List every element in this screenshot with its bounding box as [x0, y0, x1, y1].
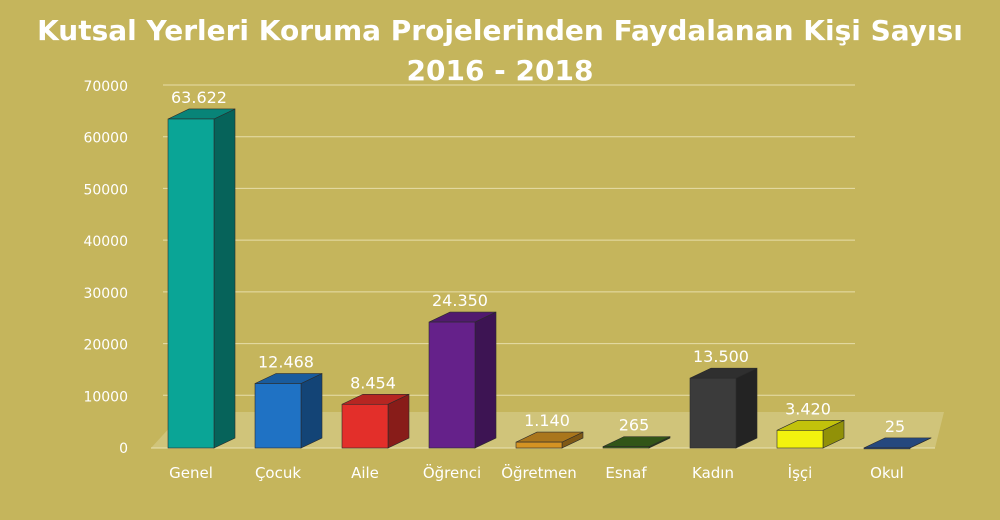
y-tick-label: 20000 [83, 338, 128, 354]
y-tick-label: 50000 [83, 182, 128, 198]
bar-side [474, 311, 497, 449]
grid-layer [163, 84, 855, 396]
x-category-label: İşçi [788, 463, 813, 482]
data-label: 265 [619, 416, 650, 435]
bar-front [689, 377, 737, 449]
x-category-label: Öğrenci [423, 463, 481, 482]
bar-side [735, 367, 758, 449]
chart-title-line1: Kutsal Yerleri Koruma Projelerinden Fayd… [37, 14, 963, 47]
y-tick-label: 70000 [83, 79, 128, 95]
x-category-label: Esnaf [605, 464, 647, 482]
bar-front [254, 383, 302, 449]
bar-okul [863, 437, 932, 450]
data-label: 63.622 [171, 88, 227, 107]
bar-front [602, 446, 650, 449]
x-category-label: Çocuk [255, 464, 301, 482]
x-category-label: Aile [351, 464, 379, 482]
chart-title-line2: 2016 - 2018 [407, 54, 594, 87]
x-category-label: Kadın [692, 464, 734, 482]
bar-kadın [689, 367, 758, 449]
bar-front [167, 118, 215, 449]
bar-i̇şçi [776, 419, 845, 449]
bar-öğretmen [515, 431, 584, 449]
bar-genel [167, 108, 236, 449]
bar-çocuk [254, 373, 323, 449]
bars-layer [167, 108, 932, 450]
y-tick-label: 30000 [83, 286, 128, 302]
bar-side [300, 373, 323, 449]
bar-esnaf [602, 436, 671, 449]
data-label: 1.140 [524, 411, 570, 430]
bar-front [341, 403, 389, 449]
data-label: 8.454 [350, 373, 396, 392]
bar-öğrenci [428, 311, 497, 449]
bar-front [515, 441, 563, 449]
data-label: 24.350 [432, 291, 488, 310]
y-tick-label: 60000 [83, 131, 128, 147]
data-label: 13.500 [693, 347, 749, 366]
y-tick-label: 10000 [83, 389, 128, 405]
data-label: 12.468 [258, 353, 314, 372]
data-label: 3.420 [785, 399, 831, 418]
y-tick-label: 40000 [83, 234, 128, 250]
bar-side [213, 108, 236, 449]
x-category-label: Öğretmen [501, 463, 577, 482]
bar-front [863, 447, 911, 450]
x-category-label: Genel [169, 464, 213, 482]
y-tick-label: 0 [119, 441, 128, 457]
bar-front [428, 321, 476, 449]
x-category-label: Okul [870, 464, 904, 482]
bar-front [776, 430, 824, 449]
bar-aile [341, 393, 410, 449]
labels-layer: 0 10000 20000 30000 40000 50000 60000 70000 63.6… [83, 79, 905, 482]
data-label: 25 [885, 417, 905, 436]
